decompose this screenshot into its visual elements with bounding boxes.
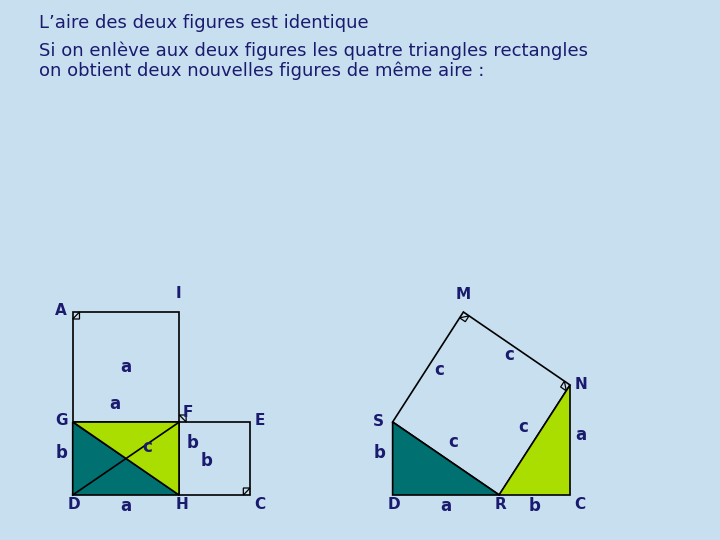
Text: a: a bbox=[441, 497, 451, 515]
Text: c: c bbox=[434, 361, 444, 379]
Text: R: R bbox=[495, 497, 506, 512]
Text: E: E bbox=[255, 413, 266, 428]
Text: G: G bbox=[55, 413, 68, 428]
Text: a: a bbox=[120, 497, 132, 515]
Text: on obtient deux nouvelles figures de même aire :: on obtient deux nouvelles figures de mêm… bbox=[39, 62, 484, 80]
Text: b: b bbox=[528, 497, 541, 515]
Text: c: c bbox=[143, 438, 153, 456]
Text: C: C bbox=[254, 497, 265, 512]
Polygon shape bbox=[73, 422, 179, 495]
Text: b: b bbox=[373, 444, 385, 462]
Polygon shape bbox=[392, 312, 570, 495]
Text: D: D bbox=[388, 497, 400, 512]
Polygon shape bbox=[73, 422, 179, 495]
Text: b: b bbox=[187, 435, 199, 453]
Text: c: c bbox=[504, 346, 514, 364]
Text: a: a bbox=[120, 358, 132, 376]
Text: c: c bbox=[518, 418, 528, 436]
Text: A: A bbox=[55, 303, 67, 318]
Text: D: D bbox=[68, 497, 81, 512]
Polygon shape bbox=[179, 422, 250, 495]
Text: L’aire des deux figures est identique: L’aire des deux figures est identique bbox=[39, 14, 369, 32]
Text: b: b bbox=[55, 444, 67, 462]
Text: H: H bbox=[176, 497, 188, 512]
Polygon shape bbox=[73, 312, 179, 422]
Text: a: a bbox=[575, 426, 586, 444]
Text: Si on enlève aux deux figures les quatre triangles rectangles: Si on enlève aux deux figures les quatre… bbox=[39, 42, 588, 60]
Text: M: M bbox=[456, 287, 471, 302]
Polygon shape bbox=[392, 422, 499, 495]
Text: b: b bbox=[201, 453, 212, 470]
Text: S: S bbox=[373, 414, 384, 429]
Text: c: c bbox=[449, 433, 459, 451]
Text: F: F bbox=[182, 405, 193, 420]
Text: a: a bbox=[109, 395, 120, 413]
Polygon shape bbox=[499, 385, 570, 495]
Text: C: C bbox=[574, 497, 585, 512]
Text: I: I bbox=[176, 286, 181, 301]
Text: N: N bbox=[575, 377, 588, 392]
